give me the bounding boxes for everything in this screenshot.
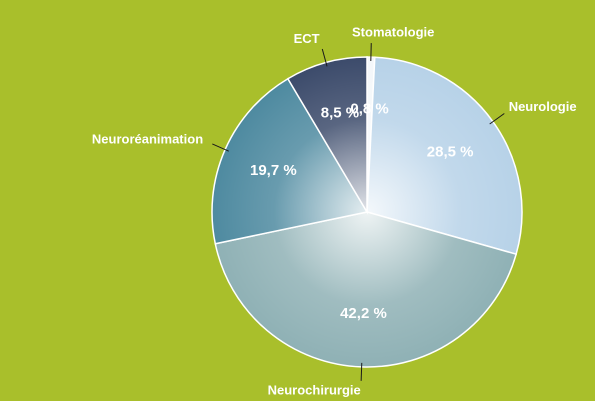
slice-shade xyxy=(215,212,517,367)
leader-line xyxy=(489,113,505,125)
slice-shade xyxy=(287,57,367,212)
slice-shade xyxy=(211,78,367,244)
leader-line xyxy=(360,362,363,381)
slice-shade xyxy=(367,57,522,255)
category-label: Stomatologie xyxy=(352,24,434,39)
category-label: Neuroréanimation xyxy=(92,131,203,146)
value-label: 42,2 % xyxy=(340,305,387,322)
leader-line xyxy=(212,143,229,152)
category-label: ECT xyxy=(294,31,320,46)
value-label: 8,5 % xyxy=(321,104,359,121)
value-label: 28,5 % xyxy=(427,143,474,160)
leader-line xyxy=(321,48,328,67)
category-label: Neurologie xyxy=(509,99,577,114)
pie xyxy=(211,56,523,368)
value-label: 0,8 % xyxy=(350,101,388,118)
value-label: 19,7 % xyxy=(250,162,297,179)
category-label: Neurochirurgie xyxy=(268,382,361,397)
